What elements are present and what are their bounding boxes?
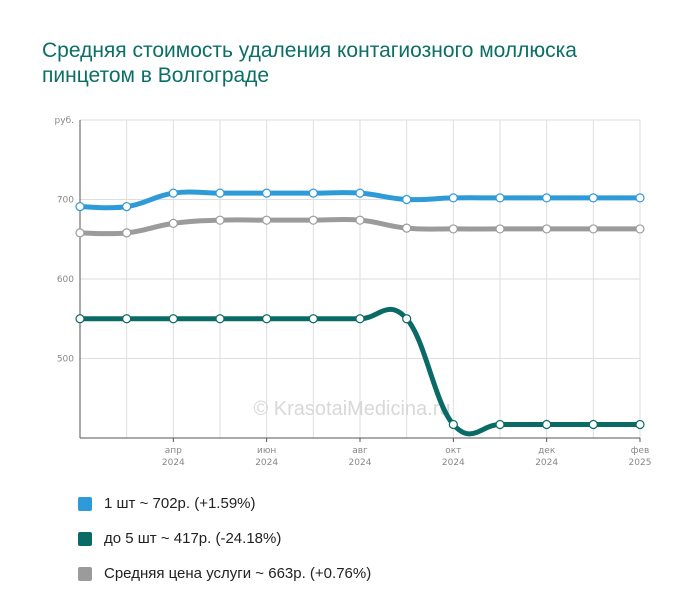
x-tick-label-year: 2024: [442, 458, 465, 468]
x-tick-label-month: июн: [257, 446, 276, 456]
data-point[interactable]: [495, 224, 505, 234]
data-point[interactable]: [402, 194, 412, 205]
data-point[interactable]: [635, 224, 645, 234]
data-point[interactable]: [542, 224, 552, 234]
data-point[interactable]: [75, 202, 85, 212]
data-point[interactable]: [168, 218, 178, 228]
data-point[interactable]: [215, 314, 225, 324]
data-point[interactable]: [262, 314, 272, 324]
data-point[interactable]: [122, 202, 132, 212]
series-group: [75, 188, 645, 437]
data-point[interactable]: [122, 228, 132, 238]
data-point[interactable]: [495, 193, 505, 203]
data-point[interactable]: [168, 188, 178, 198]
data-point[interactable]: [75, 314, 85, 324]
data-point[interactable]: [402, 223, 412, 233]
data-point[interactable]: [542, 419, 552, 430]
y-tick-label: 500: [57, 355, 74, 365]
legend-item[interactable]: 1 шт ~ 702р. (+1.59%): [78, 486, 371, 521]
data-point[interactable]: [355, 215, 365, 225]
data-point[interactable]: [588, 224, 598, 234]
x-tick-label-year: 2025: [629, 458, 652, 468]
data-point[interactable]: [355, 188, 365, 198]
data-point[interactable]: [588, 419, 598, 430]
x-tick-label-month: апр: [165, 446, 182, 456]
x-tick-label-year: 2024: [349, 458, 372, 468]
x-tick-label-month: авг: [352, 446, 368, 456]
y-axis-unit: руб.: [55, 116, 74, 126]
legend-label: до 5 шт ~ 417р. (-24.18%): [104, 530, 282, 547]
series-line-2: [75, 306, 645, 437]
axes: 500 600 700 руб. апр 2024 июн 2024 авг 2024 окт 202…: [55, 116, 652, 468]
data-point[interactable]: [448, 419, 458, 430]
data-point[interactable]: [542, 193, 552, 203]
data-point[interactable]: [215, 215, 225, 225]
data-point[interactable]: [448, 193, 458, 203]
data-point[interactable]: [168, 314, 178, 324]
data-point[interactable]: [262, 215, 272, 225]
grid: [79, 119, 641, 438]
legend-label: 1 шт ~ 702р. (+1.59%): [104, 495, 256, 512]
data-point[interactable]: [635, 193, 645, 203]
x-tick-label-month: фев: [631, 446, 650, 456]
data-point[interactable]: [635, 419, 645, 430]
legend: 1 шт ~ 702р. (+1.59%) до 5 шт ~ 417р. (-2…: [78, 486, 371, 591]
data-point[interactable]: [355, 314, 365, 324]
data-point[interactable]: [308, 215, 318, 225]
legend-item[interactable]: до 5 шт ~ 417р. (-24.18%): [78, 521, 371, 556]
data-point[interactable]: [448, 224, 458, 234]
x-tick-label-month: дек: [538, 446, 556, 456]
data-point[interactable]: [495, 419, 505, 430]
legend-label: Средняя цена услуги ~ 663р. (+0.76%): [104, 565, 372, 582]
data-point[interactable]: [402, 314, 412, 324]
series-line-3: [75, 215, 645, 238]
y-tick-label: 600: [57, 275, 74, 285]
data-point[interactable]: [75, 228, 85, 238]
data-point[interactable]: [588, 193, 598, 203]
chart-title: Средняя стоимость удаления контагиозного…: [42, 39, 577, 87]
data-point[interactable]: [308, 188, 318, 198]
line-chart: © KrasotaiMedicina.ru 500 600 700 руб. апр 20…: [55, 116, 652, 468]
x-tick-label-year: 2024: [162, 458, 185, 468]
legend-swatch: [78, 496, 92, 511]
y-tick-label: 700: [57, 196, 74, 206]
x-tick-label-month: окт: [445, 446, 461, 456]
series-line-1: [75, 188, 645, 212]
legend-swatch: [78, 566, 92, 581]
legend-swatch: [78, 531, 92, 546]
legend-item[interactable]: Средняя цена услуги ~ 663р. (+0.76%): [78, 556, 371, 591]
data-point[interactable]: [308, 314, 318, 324]
x-tick-label-year: 2024: [535, 458, 558, 468]
x-tick-label-year: 2024: [255, 458, 278, 468]
data-point[interactable]: [262, 188, 272, 198]
watermark: © KrasotaiMedicina.ru: [253, 398, 450, 420]
data-point[interactable]: [122, 314, 132, 324]
data-point[interactable]: [215, 188, 225, 198]
